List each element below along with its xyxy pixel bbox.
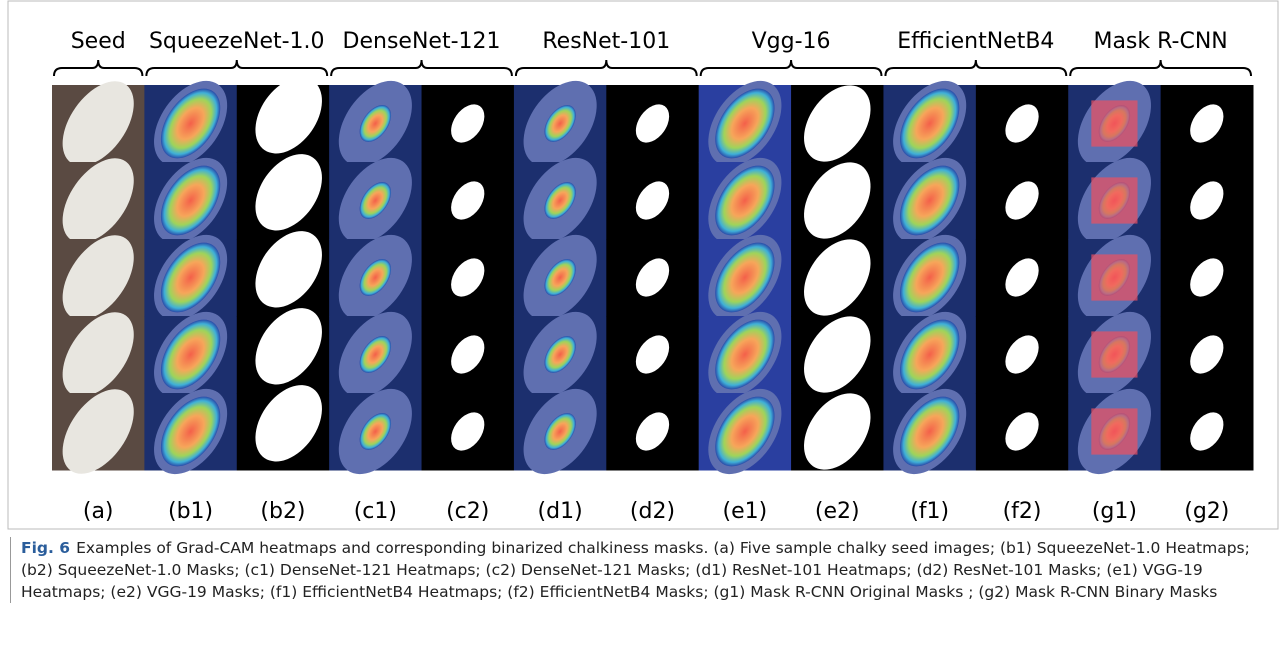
figure: (a) (b1) (b2) (c1) (c2) (d1) (d2) (e1) (e2) (f1) (… xyxy=(0,0,1285,649)
column-label: (e2) xyxy=(815,499,860,524)
column-label: (b2) xyxy=(260,499,305,524)
caption-label: Fig. 6 xyxy=(21,539,70,557)
column-label: (g1) xyxy=(1092,499,1137,524)
mask-overlay xyxy=(1091,254,1137,300)
group-header: Mask R-CNN xyxy=(1093,29,1227,54)
bracket xyxy=(701,60,882,76)
mask-overlay xyxy=(1091,408,1137,454)
column-label: (c1) xyxy=(354,499,397,524)
column-label: (b1) xyxy=(168,499,213,524)
column-label: (a) xyxy=(83,499,114,524)
bracket xyxy=(146,60,327,76)
column-label: (d1) xyxy=(538,499,583,524)
mask-overlay xyxy=(1091,177,1137,223)
column-label: (f1) xyxy=(910,499,949,524)
mask-overlay xyxy=(1091,100,1137,146)
group-header: ResNet-101 xyxy=(542,29,670,54)
bracket xyxy=(516,60,697,76)
group-header: Vgg-16 xyxy=(752,29,831,54)
column-label: (f2) xyxy=(1003,499,1042,524)
bracket xyxy=(54,60,142,76)
column-label: (g2) xyxy=(1184,499,1229,524)
column-label: (d2) xyxy=(630,499,675,524)
group-header: Seed xyxy=(71,29,126,54)
bracket xyxy=(1070,60,1251,76)
column-label: (c2) xyxy=(446,499,489,524)
mask-overlay xyxy=(1091,331,1137,377)
column-label: (e1) xyxy=(723,499,768,524)
group-header: DenseNet-121 xyxy=(343,29,501,54)
group-header: SqueezeNet-1.0 xyxy=(149,29,325,54)
group-header: EfficientNetB4 xyxy=(897,29,1054,54)
bracket xyxy=(885,60,1066,76)
figure-image: (a) (b1) (b2) (c1) (c2) (d1) (d2) (e1) (e2) (f1) (… xyxy=(0,0,1285,530)
caption-text: Examples of Grad-CAM heatmaps and corres… xyxy=(21,539,1250,601)
bracket xyxy=(331,60,512,76)
